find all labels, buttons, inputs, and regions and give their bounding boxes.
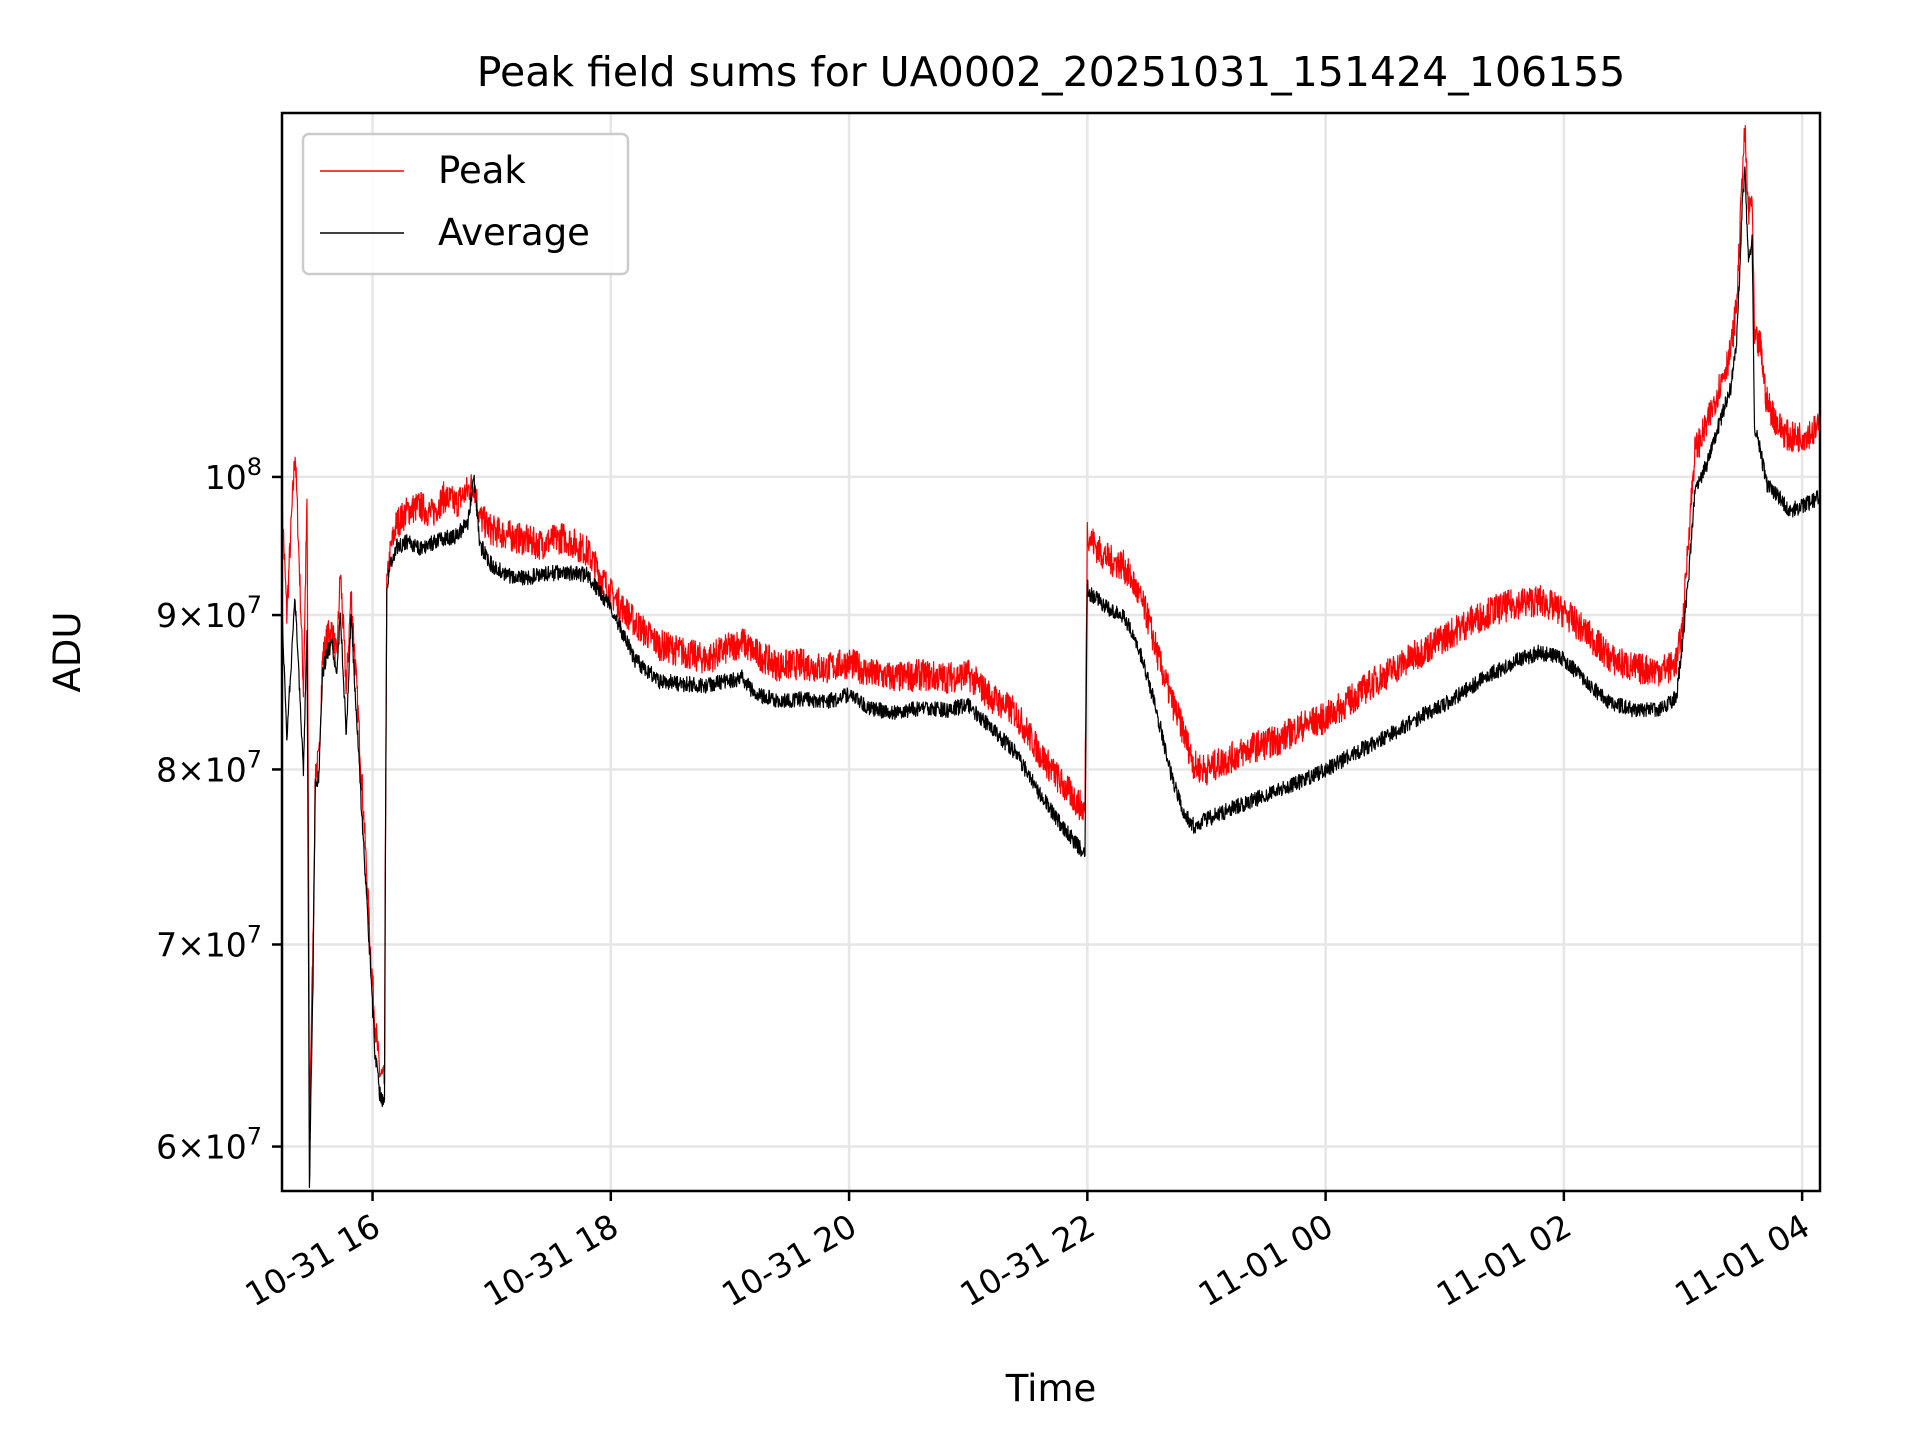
y-tick-exponent: 7 bbox=[247, 920, 262, 948]
series-line-peak bbox=[281, 125, 1821, 1129]
y-tick-base: 10 bbox=[205, 458, 247, 497]
y-tick-base: 10 bbox=[205, 925, 247, 964]
y-tick-label: 7×107 bbox=[156, 920, 262, 964]
y-tick-mantissa: 6 bbox=[156, 1128, 177, 1167]
x-axis-label: Time bbox=[1005, 1367, 1097, 1410]
legend-label-peak: Peak bbox=[438, 149, 526, 192]
plot-frame bbox=[280, 111, 1822, 1193]
y-tick-base: 10 bbox=[205, 750, 247, 789]
chart-title: Peak field sums for UA0002_20251031_1514… bbox=[477, 48, 1626, 96]
series-line-average bbox=[281, 166, 1821, 1189]
y-tick-exponent: 7 bbox=[247, 745, 262, 773]
y-tick-base: 10 bbox=[205, 596, 247, 635]
legend: Peak Average bbox=[301, 132, 630, 276]
y-tick-label: 6×107 bbox=[156, 1123, 262, 1167]
legend-box bbox=[301, 132, 630, 276]
y-tick-times: × bbox=[177, 596, 205, 635]
y-tick-mantissa: 7 bbox=[156, 925, 177, 964]
y-tick-base: 10 bbox=[205, 1128, 247, 1167]
y-tick-exponent: 7 bbox=[247, 1123, 262, 1151]
y-tick-label: 9×107 bbox=[156, 591, 262, 635]
y-tick-exponent: 8 bbox=[247, 453, 262, 481]
y-axis-label: ADU bbox=[46, 612, 89, 693]
y-tick-label: 108 bbox=[205, 453, 262, 497]
series-layer bbox=[281, 125, 1821, 1189]
y-tick-label: 8×107 bbox=[156, 745, 262, 789]
y-tick-mantissa: 8 bbox=[156, 750, 177, 789]
y-tick-times: × bbox=[177, 1128, 205, 1167]
y-tick-mantissa: 9 bbox=[156, 596, 177, 635]
y-tick-exponent: 7 bbox=[247, 591, 262, 619]
y-tick-times: × bbox=[177, 925, 205, 964]
legend-label-average: Average bbox=[438, 211, 590, 254]
y-tick-times: × bbox=[177, 750, 205, 789]
